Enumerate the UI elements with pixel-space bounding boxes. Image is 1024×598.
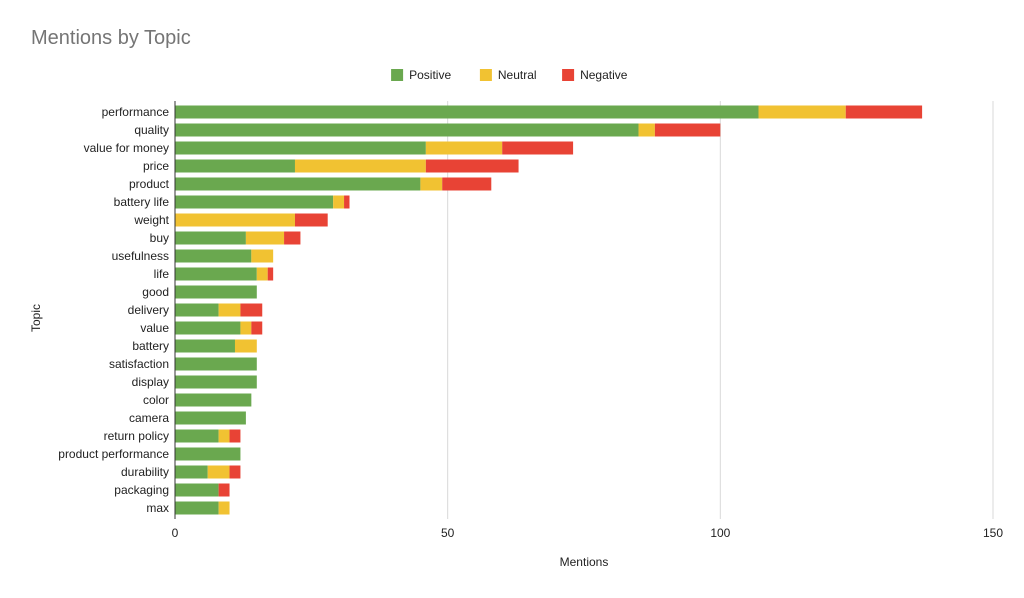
y-tick-label: price: [143, 159, 169, 173]
x-axis-title: Mentions: [560, 555, 609, 569]
y-tick-label: color: [143, 393, 169, 407]
y-tick-label: value: [140, 321, 169, 335]
legend-label-positive: Positive: [409, 68, 451, 82]
bar-neutral: [256, 267, 268, 281]
bar-positive: [175, 267, 257, 281]
bar-positive: [175, 231, 246, 245]
bar-neutral: [245, 231, 285, 245]
gridlines: [447, 101, 994, 519]
bar-positive: [175, 465, 208, 479]
legend-swatch-neutral: [479, 69, 492, 81]
legend-label-negative: Negative: [580, 68, 628, 82]
bar-positive: [175, 321, 241, 335]
bar-positive: [175, 375, 257, 389]
y-tick-label: battery life: [114, 195, 170, 209]
bar-negative: [284, 231, 301, 245]
bar-negative: [229, 465, 241, 479]
bar-positive: [175, 123, 639, 137]
x-tick-label: 100: [710, 526, 730, 540]
bar-neutral: [294, 159, 426, 173]
y-tick-label: value for money: [84, 141, 169, 155]
bar-neutral: [251, 249, 274, 263]
bar-negative: [240, 303, 263, 317]
x-tick-label: 150: [983, 526, 1003, 540]
y-tick-label: durability: [121, 465, 169, 479]
bar-positive: [175, 357, 257, 371]
bar-neutral: [207, 465, 230, 479]
y-axis-title: Topic: [29, 304, 43, 332]
y-tick-label: camera: [129, 411, 169, 425]
legend-swatch-positive: [391, 69, 404, 81]
bar-positive: [175, 303, 219, 317]
bar-negative: [845, 105, 923, 119]
bar-neutral: [240, 321, 252, 335]
axes: 0 50 100 150 performance quality value for mon…: [58, 101, 1003, 540]
y-tick-label: packaging: [114, 483, 169, 497]
bar-negative: [294, 213, 328, 227]
y-tick-label: quality: [134, 123, 169, 137]
bar-negative: [442, 177, 492, 191]
bar-negative: [502, 141, 574, 155]
legend: Positive Neutral Negative: [391, 68, 628, 82]
bar-positive: [175, 429, 219, 443]
y-tick-label: performance: [102, 105, 170, 119]
y-tick-label: max: [146, 501, 169, 515]
y-tick-label: return policy: [104, 429, 169, 443]
y-tick-label: product: [129, 177, 170, 191]
bar-positive: [175, 447, 241, 461]
bar-negative: [425, 159, 519, 173]
legend-swatch-negative: [562, 69, 575, 81]
bar-negative: [218, 483, 230, 497]
bar-positive: [175, 249, 252, 263]
bar-positive: [175, 177, 421, 191]
y-tick-label: display: [132, 375, 169, 389]
y-tick-label: product performance: [58, 447, 169, 461]
y-tick-label: delivery: [128, 303, 169, 317]
bar-negative: [344, 195, 350, 209]
y-tick-label: life: [154, 267, 170, 281]
bar-neutral: [218, 429, 230, 443]
y-tick-label: usefulness: [112, 249, 169, 263]
bar-positive: [175, 411, 246, 425]
bar-neutral: [218, 303, 241, 317]
bar-neutral: [638, 123, 655, 137]
y-tick-label: satisfaction: [109, 357, 169, 371]
bar-neutral: [234, 339, 257, 353]
legend-label-neutral: Neutral: [498, 68, 537, 82]
bar-neutral: [425, 141, 503, 155]
bars: [175, 105, 923, 515]
bar-neutral: [758, 105, 846, 119]
y-tick-label: buy: [150, 231, 169, 245]
bar-positive: [175, 339, 235, 353]
bar-positive: [175, 501, 219, 515]
bar-positive: [175, 393, 252, 407]
bar-negative: [229, 429, 241, 443]
bar-negative: [251, 321, 263, 335]
y-tick-label: weight: [133, 213, 169, 227]
x-tick-label: 0: [172, 526, 179, 540]
bar-positive: [175, 285, 257, 299]
y-tick-label: good: [142, 285, 169, 299]
bar-negative: [654, 123, 721, 137]
bar-positive: [175, 105, 759, 119]
bar-neutral: [333, 195, 345, 209]
chart-title: Mentions by Topic: [31, 27, 191, 49]
x-tick-label: 50: [441, 526, 455, 540]
bar-positive: [175, 483, 219, 497]
bar-neutral: [218, 501, 230, 515]
bar-positive: [175, 195, 334, 209]
bar-positive: [175, 159, 295, 173]
y-tick-label: battery: [132, 339, 169, 353]
bar-negative: [267, 267, 274, 281]
bar-neutral: [175, 213, 295, 227]
bar-neutral: [420, 177, 443, 191]
bar-positive: [175, 141, 426, 155]
